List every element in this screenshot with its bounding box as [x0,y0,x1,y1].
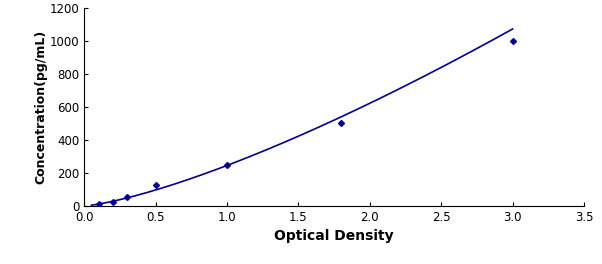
X-axis label: Optical Density: Optical Density [275,229,394,243]
Y-axis label: Concentration(pg/mL): Concentration(pg/mL) [34,30,47,184]
